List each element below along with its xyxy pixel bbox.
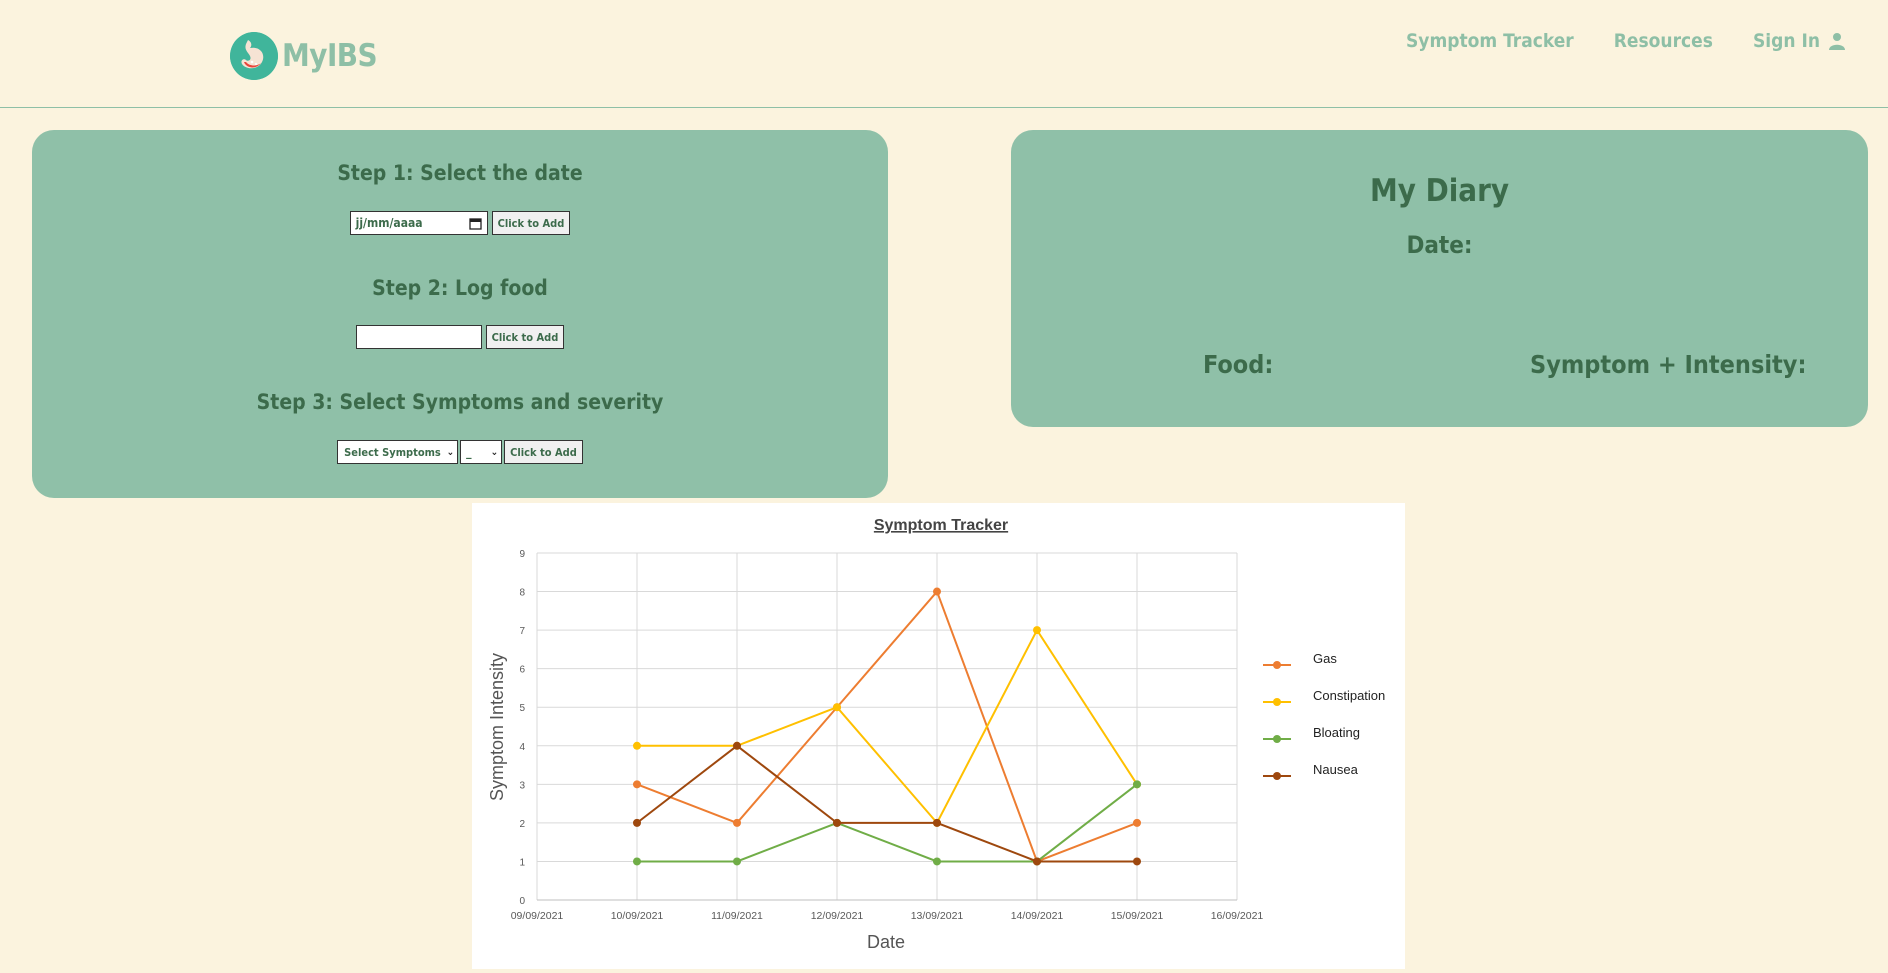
- step3-title: Step 3: Select Symptoms and severity: [256, 390, 664, 414]
- x-tick-label: 10/09/2021: [611, 910, 664, 922]
- user-icon: [1829, 33, 1845, 50]
- legend-label: Gas: [1313, 651, 1337, 666]
- y-tick-label: 5: [519, 703, 525, 714]
- legend-marker: [1273, 735, 1281, 743]
- data-point: [1133, 857, 1141, 866]
- chart-y-axis-label: Symptom Intensity: [487, 653, 507, 801]
- diary-title: My Diary: [1369, 173, 1510, 209]
- add-date-button[interactable]: Click to Add: [491, 211, 571, 235]
- data-point: [733, 741, 741, 750]
- sign-in-label: Sign In: [1752, 30, 1820, 52]
- date-input[interactable]: jj/mm/aaaa: [349, 211, 488, 235]
- x-tick-label: 11/09/2021: [711, 910, 763, 922]
- add-food-button[interactable]: Click to Add: [485, 325, 565, 349]
- data-point: [933, 857, 941, 866]
- data-point: [633, 741, 641, 750]
- step1-title: Step 1: Select the date: [337, 161, 583, 185]
- legend-label: Nausea: [1313, 762, 1359, 777]
- food-input[interactable]: [355, 325, 482, 349]
- symptom-row: Select Symptoms ⌄ _ ⌄ Click to Add: [32, 440, 888, 464]
- chart-x-axis-label: Date: [867, 932, 905, 952]
- chart-legend: Gas Constipation Bloating Nausea: [1263, 651, 1385, 780]
- legend-label: Bloating: [1313, 725, 1360, 740]
- data-point: [833, 818, 841, 827]
- diary-date-label: Date:: [1406, 231, 1473, 259]
- y-tick-label: 0: [519, 896, 525, 907]
- diary-food-label: Food:: [1203, 350, 1274, 379]
- data-point: [933, 818, 941, 827]
- nav-symptom-tracker[interactable]: Symptom Tracker: [1406, 30, 1574, 52]
- chart-svg: Symptom Tracker Date Symptom Intensity 0…: [487, 517, 1385, 952]
- data-point: [633, 818, 641, 827]
- series-line: [636, 744, 1137, 863]
- severity-select-value: _: [466, 445, 472, 459]
- symptom-chart: Symptom Tracker Date Symptom Intensity 0…: [472, 503, 1405, 969]
- brand-name: MyIBS: [282, 38, 378, 74]
- data-point: [833, 703, 841, 712]
- series-line: [637, 628, 1138, 825]
- y-tick-label: 4: [519, 742, 525, 753]
- series-line: [636, 589, 1138, 863]
- diary-symptom-label: Symptom + Intensity:: [1530, 350, 1807, 379]
- diary-panel: My Diary Date: Food: Symptom + Intensity…: [1011, 130, 1868, 427]
- data-point: [733, 857, 741, 866]
- data-point: [1133, 780, 1141, 789]
- site-header: MyIBS Symptom Tracker Resources Sign In: [0, 0, 1888, 108]
- y-tick-label: 1: [519, 857, 525, 868]
- x-tick-label: 16/09/2021: [1211, 910, 1264, 922]
- data-point: [1033, 857, 1041, 866]
- symptom-select-value: Select Symptoms: [344, 445, 441, 459]
- x-tick-label: 15/09/2021: [1111, 910, 1164, 922]
- data-point: [1133, 818, 1141, 827]
- date-row: jj/mm/aaaa Click to Add: [32, 211, 888, 235]
- legend-marker: [1273, 698, 1281, 706]
- y-tick-label: 7: [519, 626, 525, 637]
- data-point: [933, 587, 941, 596]
- x-tick-label: 12/09/2021: [811, 910, 864, 922]
- chart-title: Symptom Tracker: [874, 517, 1008, 534]
- x-tick-label: 09/09/2021: [511, 910, 564, 922]
- calendar-icon: [468, 217, 482, 230]
- date-placeholder: jj/mm/aaaa: [355, 216, 423, 230]
- series-line: [637, 783, 1138, 863]
- data-point: [633, 857, 641, 866]
- logo[interactable]: MyIBS: [230, 32, 378, 80]
- nav-resources[interactable]: Resources: [1613, 30, 1713, 52]
- chart-grid: [536, 552, 1238, 901]
- log-entry-panel: Step 1: Select the date jj/mm/aaaa Click…: [32, 130, 888, 498]
- legend-marker: [1273, 772, 1281, 780]
- y-tick-label: 8: [519, 588, 525, 599]
- y-tick-label: 2: [519, 819, 525, 830]
- add-symptom-button[interactable]: Click to Add: [504, 440, 583, 464]
- legend-label: Constipation: [1313, 688, 1385, 703]
- x-tick-label: 14/09/2021: [1011, 910, 1064, 922]
- nav-sign-in[interactable]: Sign In: [1753, 30, 1846, 52]
- step2-title: Step 2: Log food: [372, 276, 548, 300]
- chevron-down-icon: ⌄: [446, 446, 455, 458]
- chart-series: [633, 587, 1141, 866]
- chart-ticks: 0 1 2 3 4 5 6 7 8 9 09/09/2021 10/09/2021 11/09/2021…: [511, 549, 1264, 922]
- data-point: [733, 818, 741, 827]
- symptom-select[interactable]: Select Symptoms ⌄: [337, 440, 459, 464]
- x-tick-label: 13/09/2021: [911, 910, 964, 922]
- chevron-down-icon: ⌄: [490, 446, 499, 458]
- main-nav: Symptom Tracker Resources Sign In: [1406, 30, 1846, 52]
- stomach-logo-icon: [230, 32, 278, 80]
- y-tick-label: 3: [519, 780, 525, 791]
- y-tick-label: 6: [519, 665, 525, 676]
- y-tick-label: 9: [519, 549, 525, 560]
- food-row: Click to Add: [32, 325, 888, 349]
- severity-select[interactable]: _ ⌄: [460, 440, 503, 464]
- legend-marker: [1273, 661, 1281, 669]
- data-point: [633, 780, 641, 789]
- data-point: [1033, 626, 1041, 635]
